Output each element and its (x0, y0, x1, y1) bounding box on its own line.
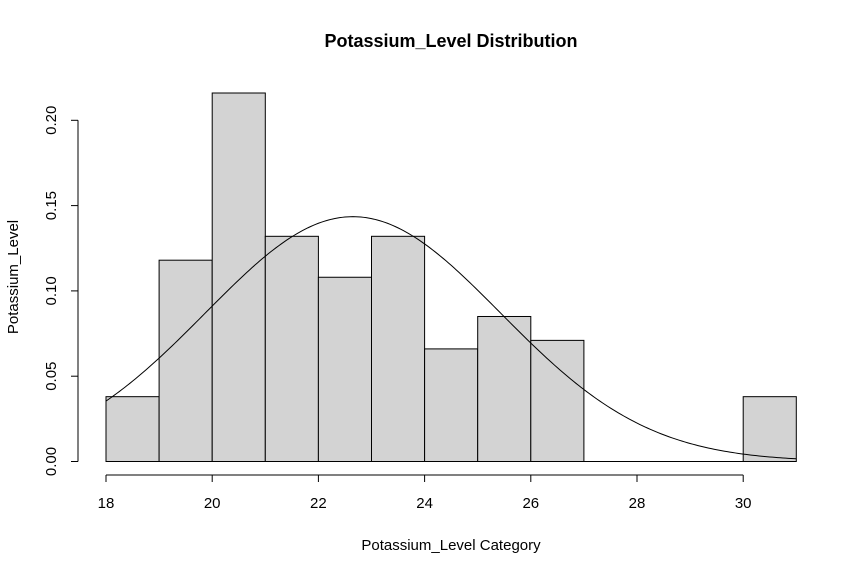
y-tick-label-2: 0.10 (43, 276, 60, 305)
x-tick-label-26: 26 (522, 495, 539, 512)
histogram-bar-5 (371, 235, 426, 462)
x-tick-label-24: 24 (416, 495, 433, 512)
histogram-bar-8 (530, 339, 585, 462)
x-tick-label-20: 20 (204, 495, 221, 512)
x-tick-label-18: 18 (98, 495, 115, 512)
density-curve (105, 216, 797, 460)
x-tick-label-28: 28 (629, 495, 646, 512)
bars-group (105, 92, 797, 463)
histogram-bar-12 (742, 396, 797, 462)
histogram-bar-4 (317, 276, 372, 463)
histogram-bar-2 (211, 92, 266, 462)
y-tick-label-1: 0.05 (43, 362, 60, 391)
x-tick-label-30: 30 (735, 495, 752, 512)
y-axis: 0.00 0.05 0.10 0.15 0.20 (43, 106, 79, 476)
histogram-bar-0 (105, 396, 160, 462)
histogram-bar-7 (477, 315, 532, 462)
x-axis-label: Potassium_Level Category (361, 537, 541, 554)
x-axis: 18 20 22 24 26 28 30 (98, 474, 752, 512)
y-tick-label-4: 0.20 (43, 106, 60, 135)
y-axis-label: Potassium_Level (5, 220, 22, 334)
y-tick-label-0: 0.00 (43, 447, 60, 476)
chart-title: Potassium_Level Distribution (324, 31, 577, 51)
x-tick-label-22: 22 (310, 495, 327, 512)
histogram-bar-6 (424, 348, 479, 462)
histogram-bar-1 (158, 259, 213, 462)
y-tick-label-3: 0.15 (43, 191, 60, 220)
histogram-bar-3 (264, 235, 319, 462)
